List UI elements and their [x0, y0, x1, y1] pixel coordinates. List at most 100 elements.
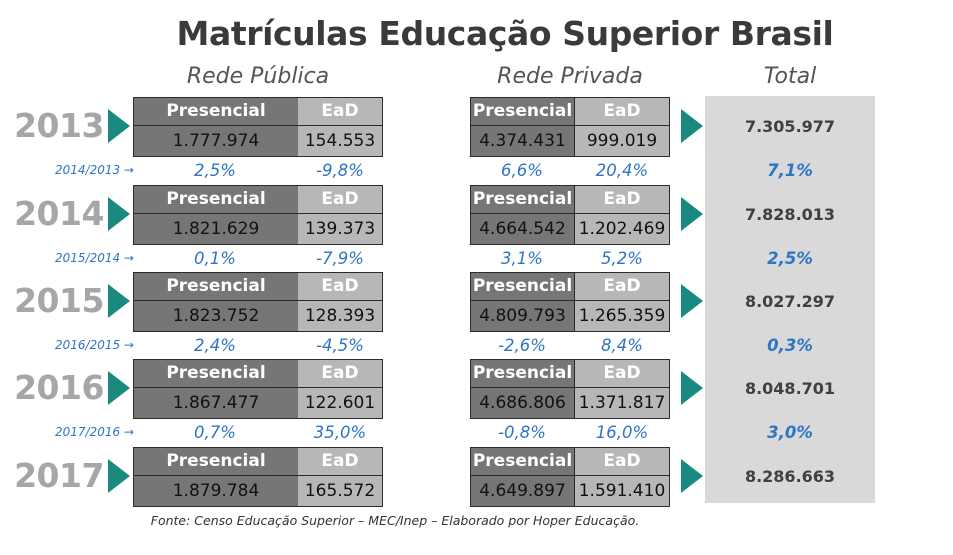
presencial-cell: Presencial 4.664.542 [471, 186, 575, 244]
growth-publica-ead: 35,0% [313, 423, 367, 442]
ead-value: 1.202.469 [575, 213, 669, 245]
period-label: 2015/2014 → [55, 251, 134, 265]
growth-publica-presencial: 0,1% [194, 249, 236, 268]
growth-publica-ead: -4,5% [316, 336, 364, 355]
teal-arrow-icon [108, 459, 130, 493]
ead-label: EaD [321, 451, 359, 471]
ead-value: 154.553 [298, 125, 382, 157]
ead-value: 999.019 [575, 125, 669, 157]
ead-label: EaD [321, 101, 359, 121]
total-value: 7.305.977 [744, 117, 836, 136]
presencial-value: 4.664.542 [471, 213, 574, 245]
period-label: 2017/2016 → [55, 425, 134, 439]
presencial-cell: Presencial 1.879.784 [134, 448, 298, 506]
growth-privada-presencial: -2,6% [498, 336, 546, 355]
year-label: 2014 [14, 194, 104, 233]
presencial-cell: Presencial 1.823.752 [134, 273, 298, 331]
period-label: 2014/2013 → [55, 163, 134, 177]
growth-privada-ead: 20,4% [595, 161, 649, 180]
ead-cell: EaD 1.371.817 [575, 360, 669, 418]
public-network-box: Presencial 1.823.752 EaD 128.393 [133, 272, 383, 332]
presencial-cell: Presencial 4.374.431 [471, 98, 575, 156]
growth-publica-presencial: 2,5% [194, 161, 236, 180]
growth-publica-ead: -9,8% [316, 161, 364, 180]
growth-privada-ead: 5,2% [601, 249, 643, 268]
presencial-label: Presencial [166, 189, 266, 209]
column-header-publica: Rede Pública [186, 64, 330, 89]
private-network-box: Presencial 4.374.431 EaD 999.019 [470, 97, 670, 157]
presencial-label: Presencial [166, 451, 266, 471]
public-network-box: Presencial 1.879.784 EaD 165.572 [133, 447, 383, 507]
ead-label: EaD [603, 101, 641, 121]
total-value: 8.027.297 [744, 292, 836, 311]
growth-privada-ead: 16,0% [595, 423, 649, 442]
presencial-value: 4.686.806 [471, 387, 574, 419]
ead-cell: EaD 122.601 [298, 360, 382, 418]
year-label: 2017 [14, 456, 104, 495]
year-label: 2013 [14, 106, 104, 145]
ead-label: EaD [603, 363, 641, 383]
ead-label: EaD [321, 276, 359, 296]
private-network-box: Presencial 4.649.897 EaD 1.591.410 [470, 447, 670, 507]
ead-value: 128.393 [298, 300, 382, 332]
presencial-value: 1.867.477 [134, 387, 298, 419]
growth-total: 7,1% [767, 161, 813, 180]
total-value: 8.286.663 [744, 467, 836, 486]
public-network-box: Presencial 1.867.477 EaD 122.601 [133, 359, 383, 419]
ead-label: EaD [321, 189, 359, 209]
presencial-label: Presencial [472, 276, 573, 296]
ead-cell: EaD 999.019 [575, 98, 669, 156]
teal-arrow-icon [681, 197, 703, 231]
presencial-cell: Presencial 1.867.477 [134, 360, 298, 418]
ead-cell: EaD 139.373 [298, 186, 382, 244]
growth-privada-presencial: 6,6% [501, 161, 543, 180]
presencial-value: 1.823.752 [134, 300, 298, 332]
ead-value: 122.601 [298, 387, 382, 419]
total-panel [705, 96, 875, 503]
teal-arrow-icon [681, 459, 703, 493]
ead-cell: EaD 165.572 [298, 448, 382, 506]
teal-arrow-icon [108, 197, 130, 231]
column-header-privada: Rede Privada [497, 64, 643, 89]
column-header-total: Total [763, 64, 817, 89]
growth-publica-presencial: 2,4% [194, 336, 236, 355]
private-network-box: Presencial 4.664.542 EaD 1.202.469 [470, 185, 670, 245]
private-network-box: Presencial 4.809.793 EaD 1.265.359 [470, 272, 670, 332]
source-note: Fonte: Censo Educação Superior – MEC/Ine… [150, 513, 640, 528]
presencial-value: 1.777.974 [134, 125, 298, 157]
presencial-label: Presencial [472, 101, 573, 121]
growth-publica-presencial: 0,7% [194, 423, 236, 442]
presencial-value: 1.879.784 [134, 475, 298, 507]
growth-privada-presencial: -0,8% [498, 423, 546, 442]
presencial-cell: Presencial 1.777.974 [134, 98, 298, 156]
period-label: 2016/2015 → [55, 338, 134, 352]
presencial-cell: Presencial 1.821.629 [134, 186, 298, 244]
presencial-value: 4.649.897 [471, 475, 574, 507]
presencial-label: Presencial [166, 276, 266, 296]
ead-value: 139.373 [298, 213, 382, 245]
presencial-label: Presencial [166, 363, 266, 383]
teal-arrow-icon [681, 371, 703, 405]
teal-arrow-icon [108, 109, 130, 143]
growth-total: 0,3% [767, 336, 813, 355]
chart-title: Matrículas Educação Superior Brasil [176, 14, 834, 53]
growth-privada-ead: 8,4% [601, 336, 643, 355]
presencial-cell: Presencial 4.809.793 [471, 273, 575, 331]
total-value: 8.048.701 [744, 379, 836, 398]
ead-label: EaD [603, 276, 641, 296]
presencial-value: 1.821.629 [134, 213, 298, 245]
public-network-box: Presencial 1.777.974 EaD 154.553 [133, 97, 383, 157]
ead-cell: EaD 128.393 [298, 273, 382, 331]
growth-total: 3,0% [767, 423, 813, 442]
ead-cell: EaD 1.591.410 [575, 448, 669, 506]
presencial-label: Presencial [166, 101, 266, 121]
presencial-value: 4.374.431 [471, 125, 574, 157]
ead-value: 165.572 [298, 475, 382, 507]
growth-publica-ead: -7,9% [316, 249, 364, 268]
ead-label: EaD [321, 363, 359, 383]
presencial-cell: Presencial 4.649.897 [471, 448, 575, 506]
private-network-box: Presencial 4.686.806 EaD 1.371.817 [470, 359, 670, 419]
ead-value: 1.591.410 [575, 475, 669, 507]
growth-total: 2,5% [767, 249, 813, 268]
ead-value: 1.265.359 [575, 300, 669, 332]
